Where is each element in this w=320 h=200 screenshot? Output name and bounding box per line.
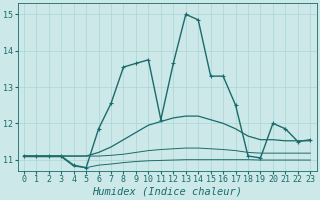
X-axis label: Humidex (Indice chaleur): Humidex (Indice chaleur) xyxy=(92,187,242,197)
